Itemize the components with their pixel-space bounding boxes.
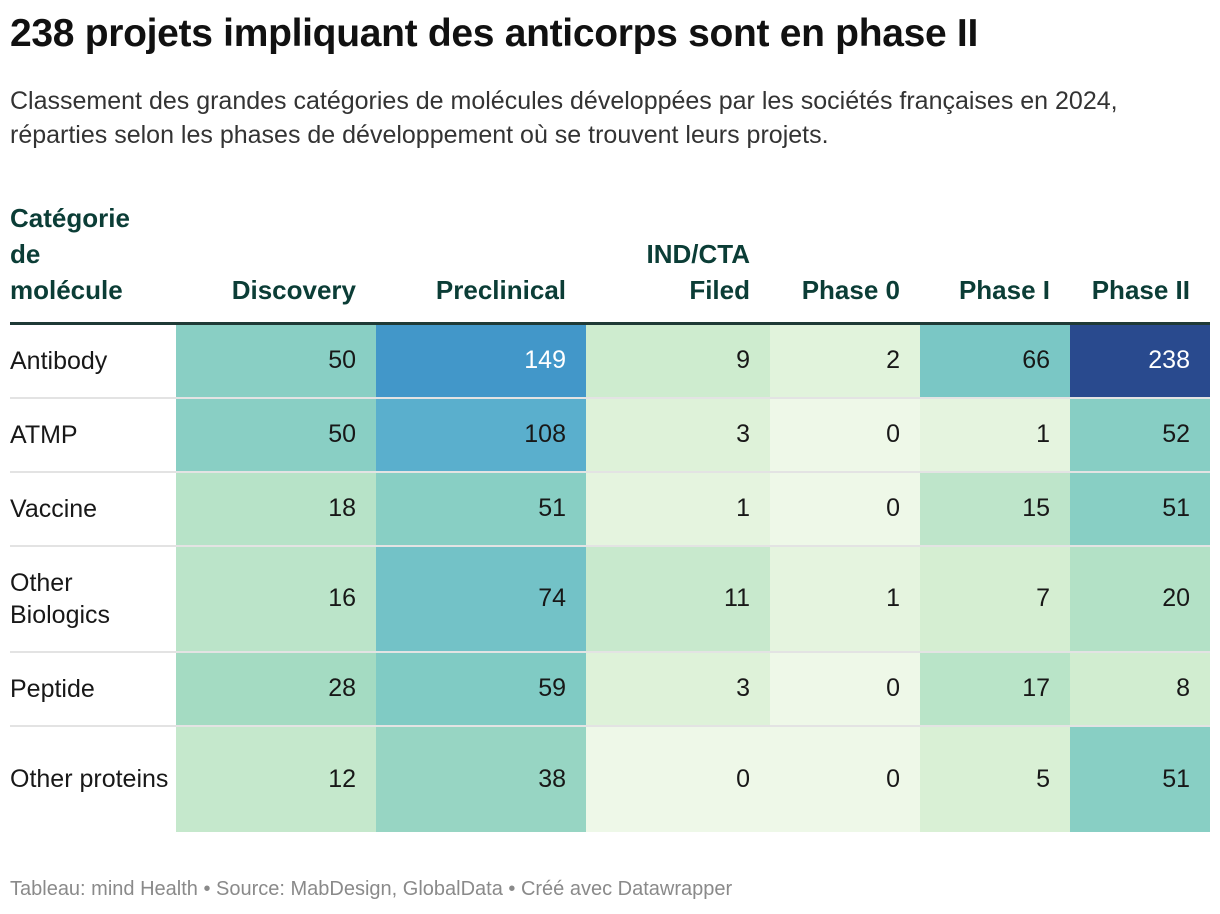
heat-cell-other-biologics-phase-0: 1 <box>770 544 920 652</box>
heatmap-table: Catégorie de molécule Discovery Preclini… <box>10 200 1210 832</box>
heat-cell-peptide-phase-0: 0 <box>770 650 920 726</box>
column-header-phase-0: Phase 0 <box>801 275 900 305</box>
heat-cell-other-proteins-phase-0: 0 <box>770 724 920 832</box>
row-label-other-biologics: Other Biologics <box>10 544 176 652</box>
heat-cell-vaccine-phase-ii: 51 <box>1070 470 1210 546</box>
heat-cell-peptide-preclinical: 59 <box>376 650 586 726</box>
table-row: Other Biologics 16 74 11 1 7 20 <box>10 544 1210 652</box>
row-label-other-proteins: Other proteins <box>10 724 176 832</box>
column-header-ind-cta-filed: IND/CTA Filed <box>646 239 750 305</box>
heat-cell-other-proteins-phase-i: 5 <box>920 724 1070 832</box>
row-label-atmp: ATMP <box>10 396 176 472</box>
heat-cell-vaccine-discovery: 18 <box>176 470 376 546</box>
column-header-preclinical: Preclinical <box>435 275 566 305</box>
table-row: Vaccine 18 51 1 0 15 51 <box>10 470 1210 546</box>
chart-title: 238 projets impliquant des anticorps son… <box>10 12 978 55</box>
heat-cell-vaccine-phase-0: 0 <box>770 470 920 546</box>
heat-cell-other-biologics-phase-ii: 20 <box>1070 544 1210 652</box>
heat-cell-atmp-discovery: 50 <box>176 396 376 472</box>
heat-cell-peptide-discovery: 28 <box>176 650 376 726</box>
heat-cell-peptide-ind-cta-filed: 3 <box>586 650 770 726</box>
heat-cell-antibody-preclinical: 149 <box>376 323 586 398</box>
row-label-peptide: Peptide <box>10 650 176 726</box>
heat-cell-vaccine-preclinical: 51 <box>376 470 586 546</box>
heat-cell-other-proteins-ind-cta-filed: 0 <box>586 724 770 832</box>
heat-cell-antibody-discovery: 50 <box>176 323 376 398</box>
heat-cell-other-proteins-phase-ii: 51 <box>1070 724 1210 832</box>
heat-cell-other-proteins-discovery: 12 <box>176 724 376 832</box>
heat-cell-other-biologics-phase-i: 7 <box>920 544 1070 652</box>
table-row: Antibody 50 149 9 2 66 238 <box>10 323 1210 398</box>
heat-cell-other-biologics-discovery: 16 <box>176 544 376 652</box>
heat-cell-atmp-phase-ii: 52 <box>1070 396 1210 472</box>
heat-cell-antibody-phase-0: 2 <box>770 323 920 398</box>
heat-cell-peptide-phase-i: 17 <box>920 650 1070 726</box>
heat-cell-other-biologics-preclinical: 74 <box>376 544 586 652</box>
heat-cell-antibody-ind-cta-filed: 9 <box>586 323 770 398</box>
heat-cell-atmp-phase-i: 1 <box>920 396 1070 472</box>
heat-cell-antibody-phase-i: 66 <box>920 323 1070 398</box>
table-row: ATMP 50 108 3 0 1 52 <box>10 396 1210 472</box>
row-label-vaccine: Vaccine <box>10 470 176 546</box>
heat-cell-antibody-phase-ii: 238 <box>1070 323 1210 398</box>
heat-cell-atmp-preclinical: 108 <box>376 396 586 472</box>
row-header-label: Catégorie de molécule <box>10 203 130 305</box>
column-header-discovery: Discovery <box>231 275 356 305</box>
column-header-phase-ii: Phase II <box>1091 275 1190 305</box>
chart-footer: Tableau: mind Health • Source: MabDesign… <box>10 878 733 900</box>
heat-cell-atmp-phase-0: 0 <box>770 396 920 472</box>
heat-cell-vaccine-ind-cta-filed: 1 <box>586 470 770 546</box>
table-row: Other proteins 12 38 0 0 5 51 <box>10 724 1210 832</box>
heat-cell-vaccine-phase-i: 15 <box>920 470 1070 546</box>
chart-subtitle: Classement des grandes catégories de mol… <box>10 87 1118 149</box>
row-label-antibody: Antibody <box>10 346 108 375</box>
table-row: Peptide 28 59 3 0 17 8 <box>10 650 1210 726</box>
header-row: Catégorie de molécule Discovery Preclini… <box>10 200 1210 324</box>
heat-cell-other-biologics-ind-cta-filed: 11 <box>586 544 770 652</box>
heat-cell-peptide-phase-ii: 8 <box>1070 650 1210 726</box>
heat-cell-other-proteins-preclinical: 38 <box>376 724 586 832</box>
column-header-phase-i: Phase I <box>958 275 1050 305</box>
heat-cell-atmp-ind-cta-filed: 3 <box>586 396 770 472</box>
